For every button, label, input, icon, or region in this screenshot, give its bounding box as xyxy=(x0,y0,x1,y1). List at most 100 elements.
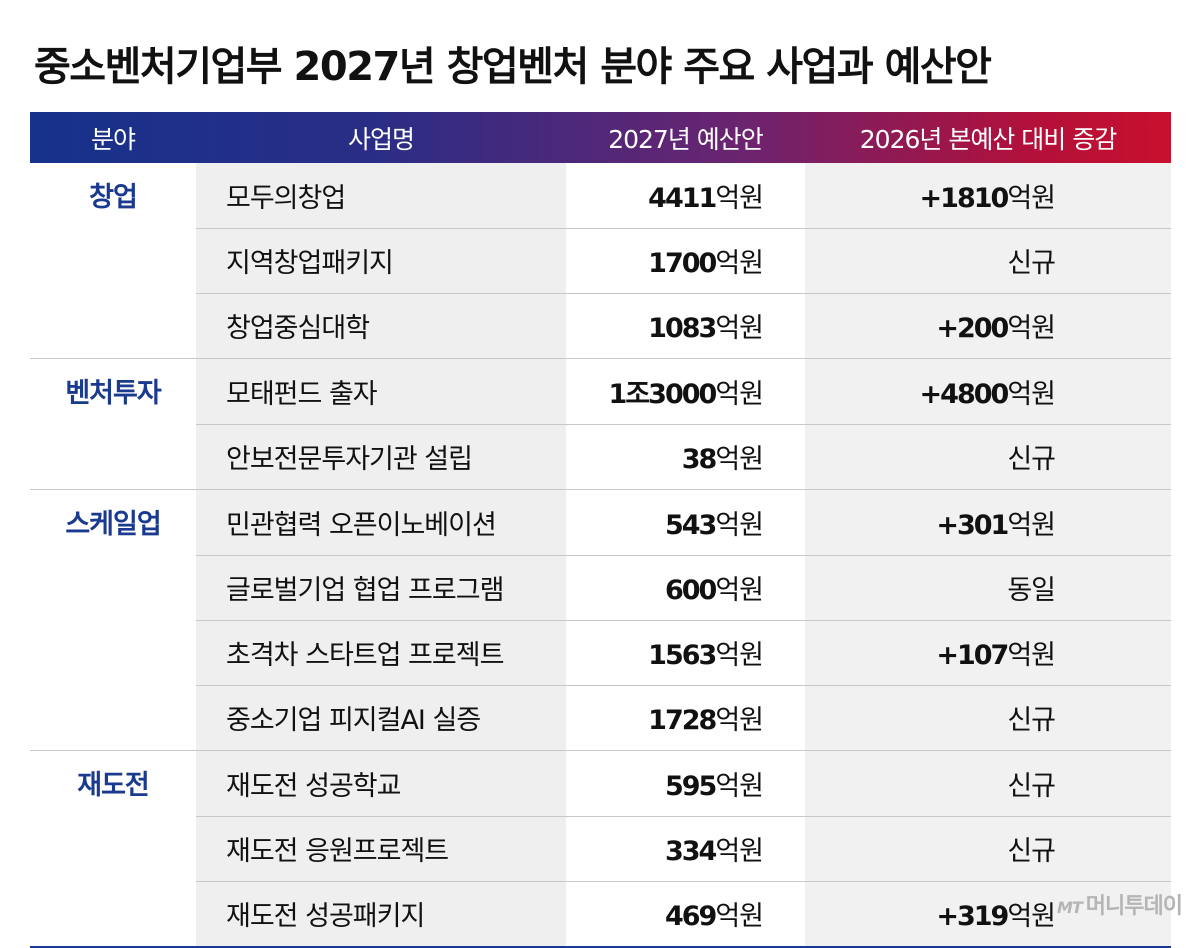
program-name-cell: 안보전문투자기관 설립 xyxy=(196,424,566,490)
budget-value: 1563 xyxy=(648,640,717,671)
header-budget-2027: 2027년 예산안 xyxy=(608,124,764,154)
budget-unit: 억원 xyxy=(715,182,764,214)
budget-value: 334 xyxy=(664,836,717,867)
table-row: 초격차 스타트업 프로젝트 1563억원 +107억원 xyxy=(30,620,1171,686)
budget-cell: 595억원 xyxy=(566,750,805,817)
table-row: 벤처투자 모태펀드 출자 1조3000억원 +4800억원 xyxy=(30,358,1171,425)
budget-unit: 억원 xyxy=(715,444,764,476)
change-cell: 신규 xyxy=(805,816,1171,882)
change-unit: 억원 xyxy=(1007,313,1056,345)
category-cell xyxy=(30,620,196,685)
change-value: +319 xyxy=(936,901,1009,933)
change-cell: 동일 xyxy=(805,555,1171,621)
program-name-cell: 재도전 응원프로젝트 xyxy=(196,816,566,882)
change-value: +107 xyxy=(936,640,1009,671)
budget-unit: 억원 xyxy=(715,575,764,606)
budget-unit: 억원 xyxy=(715,248,764,279)
change-cell: +301억원 xyxy=(805,489,1171,556)
budget-cell: 334억원 xyxy=(566,816,805,882)
logo-mark: MT xyxy=(1056,898,1083,917)
budget-unit: 억원 xyxy=(715,640,764,671)
change-cell: +1810억원 xyxy=(805,163,1171,229)
table-row: 글로벌기업 협업 프로그램 600억원 동일 xyxy=(30,555,1171,621)
budget-value: 1700 xyxy=(648,248,717,279)
program-name-cell: 민관협력 오픈이노베이션 xyxy=(196,489,566,556)
change-unit: 신규 xyxy=(1007,770,1056,802)
change-value: +200 xyxy=(936,313,1009,345)
program-name-cell: 중소기업 피지컬AI 실증 xyxy=(196,685,566,751)
change-unit: 신규 xyxy=(1007,836,1056,867)
budget-table: 분야 사업명 2027년 예산안 2026년 본예산 대비 증감 창업 모두의창업… xyxy=(30,112,1171,948)
page-title: 중소벤처기업부 2027년 창업벤처 분야 주요 사업과 예산안 xyxy=(34,44,992,90)
change-cell: +107억원 xyxy=(805,620,1171,686)
change-unit: 동일 xyxy=(1007,575,1056,606)
table-row: 중소기업 피지컬AI 실증 1728억원 신규 xyxy=(30,685,1171,751)
publisher-logo: MT 머니투데이 xyxy=(1056,888,1183,920)
program-name-cell: 초격차 스타트업 프로젝트 xyxy=(196,620,566,686)
category-cell xyxy=(30,228,196,293)
program-name-cell: 재도전 성공학교 xyxy=(196,750,566,817)
budget-unit: 억원 xyxy=(715,770,764,802)
category-cell: 벤처투자 xyxy=(30,358,196,424)
budget-cell: 4411억원 xyxy=(566,163,805,229)
change-unit: 억원 xyxy=(1007,640,1056,671)
program-name-cell: 지역창업패키지 xyxy=(196,228,566,294)
change-cell: 신규 xyxy=(805,685,1171,751)
program-name-cell: 모태펀드 출자 xyxy=(196,358,566,425)
change-cell: 신규 xyxy=(805,424,1171,490)
category-cell xyxy=(30,881,196,948)
change-cell: 신규 xyxy=(805,750,1171,817)
change-cell: 신규 xyxy=(805,228,1171,294)
table-row: 창업 모두의창업 4411억원 +1810억원 xyxy=(30,163,1171,229)
change-unit: 억원 xyxy=(1007,378,1056,410)
change-unit: 신규 xyxy=(1007,248,1056,279)
budget-cell: 1조3000억원 xyxy=(566,358,805,425)
table-row: 지역창업패키지 1700억원 신규 xyxy=(30,228,1171,294)
budget-value: 595 xyxy=(664,770,717,802)
change-unit: 억원 xyxy=(1007,182,1056,214)
budget-value: 600 xyxy=(664,575,717,606)
table-row: 재도전 재도전 성공학교 595억원 신규 xyxy=(30,750,1171,817)
category-cell: 창업 xyxy=(30,163,196,228)
table-row: 창업중심대학 1083억원 +200억원 xyxy=(30,293,1171,359)
table-body: 창업 모두의창업 4411억원 +1810억원 지역창업패키지 1700억원 신규 창업중심대… xyxy=(30,163,1171,948)
table-row: 안보전문투자기관 설립 38억원 신규 xyxy=(30,424,1171,490)
budget-cell: 1700억원 xyxy=(566,228,805,294)
program-name-cell: 모두의창업 xyxy=(196,163,566,229)
logo-text: 머니투데이 xyxy=(1085,894,1183,919)
category-cell: 재도전 xyxy=(30,750,196,816)
budget-unit: 억원 xyxy=(715,836,764,867)
budget-cell: 543억원 xyxy=(566,489,805,556)
header-change-2026: 2026년 본예산 대비 증감 xyxy=(859,124,1117,154)
budget-value: 469 xyxy=(664,901,717,933)
category-cell xyxy=(30,816,196,881)
category-cell xyxy=(30,424,196,490)
budget-value: 1083 xyxy=(648,313,717,345)
change-value: +301 xyxy=(936,509,1009,541)
change-value: +1810 xyxy=(919,182,1010,214)
budget-cell: 600억원 xyxy=(566,555,805,621)
budget-unit: 억원 xyxy=(715,705,764,737)
budget-value: 1728 xyxy=(648,705,717,737)
budget-cell: 1728억원 xyxy=(566,685,805,751)
category-cell: 스케일업 xyxy=(30,489,196,555)
budget-cell: 38억원 xyxy=(566,424,805,490)
budget-value: 1조3000 xyxy=(608,378,718,410)
budget-cell: 1563억원 xyxy=(566,620,805,686)
budget-value: 543 xyxy=(664,509,717,541)
category-cell xyxy=(30,293,196,359)
table-row: 스케일업 민관협력 오픈이노베이션 543억원 +301억원 xyxy=(30,489,1171,556)
category-cell xyxy=(30,555,196,620)
table-header-row: 분야 사업명 2027년 예산안 2026년 본예산 대비 증감 xyxy=(30,112,1171,163)
program-name-cell: 재도전 성공패키지 xyxy=(196,881,566,948)
header-category: 분야 xyxy=(90,124,136,154)
budget-unit: 억원 xyxy=(715,313,764,345)
change-value: +4800 xyxy=(919,378,1010,410)
change-unit: 억원 xyxy=(1007,509,1056,541)
change-cell: +4800억원 xyxy=(805,358,1171,425)
table-row: 재도전 성공패키지 469억원 +319억원 xyxy=(30,881,1171,948)
budget-value: 4411 xyxy=(648,182,717,214)
budget-cell: 1083억원 xyxy=(566,293,805,359)
change-unit: 신규 xyxy=(1007,705,1056,737)
header-program: 사업명 xyxy=(347,124,415,154)
